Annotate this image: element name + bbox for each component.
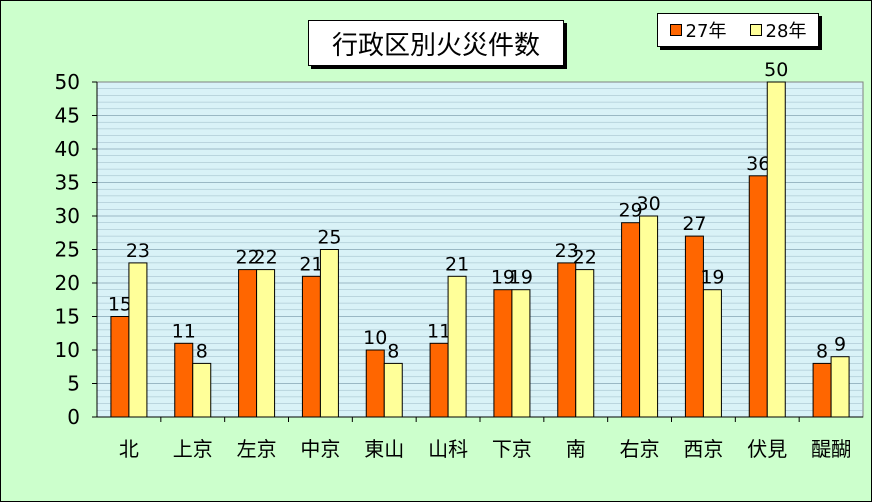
x-category-label: 右京 — [620, 437, 660, 461]
data-label: 22 — [253, 247, 277, 269]
bar-series1 — [493, 289, 513, 418]
bar-series1 — [110, 316, 130, 418]
bar-series1 — [174, 342, 194, 418]
bar-series2 — [128, 262, 148, 418]
data-label: 8 — [816, 340, 828, 362]
data-label: 23 — [555, 240, 579, 262]
data-label: 22 — [235, 247, 259, 269]
y-tick-label: 25 — [55, 238, 80, 262]
bar-series1 — [365, 349, 385, 418]
data-label: 23 — [126, 240, 150, 262]
data-label: 8 — [196, 340, 208, 362]
bar-series1 — [238, 269, 258, 418]
x-category-label: 上京 — [173, 437, 213, 461]
bar-series2 — [256, 269, 276, 418]
data-label: 27 — [682, 213, 706, 235]
data-label: 25 — [317, 227, 341, 249]
data-label: 15 — [108, 294, 132, 316]
y-tick-label: 10 — [55, 338, 80, 362]
data-label: 29 — [618, 200, 642, 222]
legend: 27年 28年 — [657, 13, 819, 47]
y-tick-label: 20 — [55, 271, 80, 295]
bar-series2 — [192, 362, 212, 418]
bar-series2 — [447, 275, 467, 418]
bar-series2 — [511, 289, 531, 418]
y-tick-label: 35 — [55, 171, 80, 195]
y-tick-label: 5 — [67, 372, 80, 396]
data-label: 11 — [172, 320, 196, 342]
legend-swatch-0 — [669, 24, 682, 36]
x-category-label: 醍醐 — [811, 437, 851, 461]
y-tick-label: 45 — [55, 104, 80, 128]
y-tick-label: 50 — [55, 70, 80, 94]
chart-title: 行政区別火災件数 — [308, 20, 564, 66]
x-category-label: 西京 — [683, 437, 723, 461]
y-tick-label: 30 — [55, 204, 80, 228]
data-label: 21 — [445, 253, 469, 275]
legend-swatch-1 — [749, 24, 762, 36]
bar-series1 — [301, 275, 321, 418]
data-label: 22 — [573, 247, 597, 269]
y-tick-label: 40 — [55, 137, 80, 161]
y-tick-label: 0 — [67, 405, 80, 429]
x-category-label: 山科 — [428, 437, 468, 461]
data-label: 30 — [636, 193, 660, 215]
bar-series1 — [557, 262, 577, 418]
data-label: 19 — [700, 267, 724, 289]
bar-series2 — [766, 81, 786, 418]
data-label: 10 — [363, 327, 387, 349]
data-label: 21 — [299, 253, 323, 275]
data-label: 19 — [491, 267, 515, 289]
x-category-label: 左京 — [237, 437, 277, 461]
legend-item-0: 27年 — [669, 17, 727, 43]
bar-series1 — [429, 342, 449, 418]
bar-series2 — [319, 249, 339, 418]
y-tick-label: 15 — [55, 305, 80, 329]
data-label: 50 — [764, 59, 788, 81]
bar-series1 — [621, 222, 641, 418]
bar-series2 — [639, 215, 659, 418]
bar-series2 — [575, 269, 595, 418]
x-category-label: 南 — [566, 437, 586, 461]
bar-series1 — [748, 175, 768, 418]
bar-series2 — [383, 362, 403, 418]
bar-series2 — [702, 289, 722, 418]
legend-label-0: 27年 — [685, 21, 727, 42]
data-label: 19 — [509, 267, 533, 289]
x-category-label: 下京 — [492, 437, 532, 461]
x-category-label: 中京 — [300, 437, 340, 461]
data-label: 8 — [387, 340, 399, 362]
bar-series2 — [830, 356, 850, 418]
legend-item-1: 28年 — [749, 17, 807, 43]
x-category-label: 北 — [119, 437, 139, 461]
data-label: 11 — [427, 320, 451, 342]
data-label: 36 — [746, 153, 770, 175]
data-label: 9 — [834, 334, 846, 356]
bar-series1 — [812, 362, 832, 418]
x-category-label: 伏見 — [747, 437, 787, 461]
bar-series1 — [684, 235, 704, 418]
legend-label-1: 28年 — [765, 21, 807, 42]
x-category-label: 東山 — [364, 437, 404, 461]
